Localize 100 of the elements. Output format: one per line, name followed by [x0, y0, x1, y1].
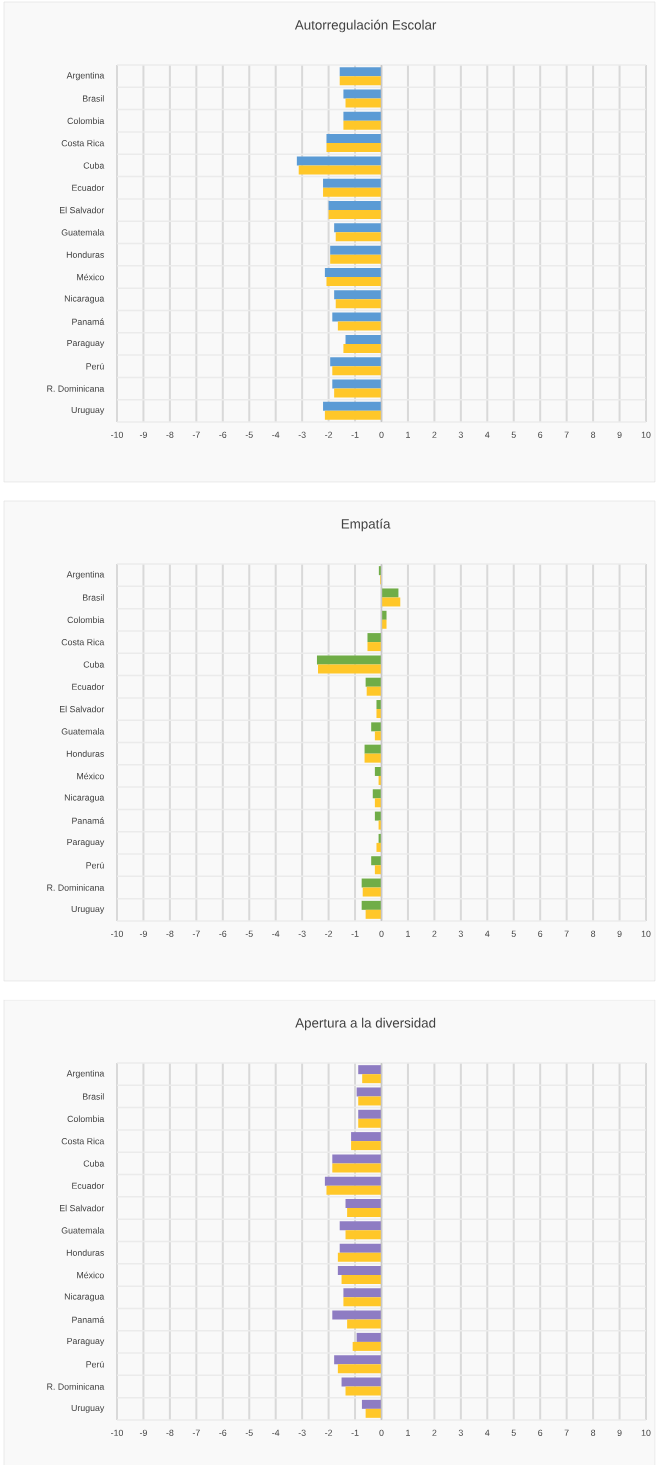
x-tick-label: -7 — [192, 431, 200, 438]
x-tick-label: -2 — [325, 930, 333, 937]
x-tick-label: -2 — [325, 1429, 333, 1436]
y-tick-label: El Salvador — [60, 1204, 105, 1212]
y-tick-label: Costa Rica — [61, 1137, 105, 1145]
x-tick-label: 0 — [379, 930, 384, 937]
y-tick-label: Brasil — [83, 1093, 104, 1100]
x-tick-label: -8 — [166, 1429, 174, 1436]
y-tick-label: Paraguay — [67, 1337, 105, 1346]
y-tick-label: Costa Rica — [61, 638, 105, 646]
y-tick-label: Paraguay — [67, 838, 105, 847]
x-tick-label: -8 — [166, 431, 174, 438]
y-tick-label: Cuba — [83, 162, 105, 169]
x-tick-label: 1 — [406, 431, 410, 438]
y-tick-label: Colombia — [67, 616, 105, 624]
x-tick-label: 6 — [538, 1429, 543, 1436]
y-tick-label: Argentina — [66, 72, 105, 81]
y-tick-label: Honduras — [66, 750, 104, 757]
x-tick-label: 9 — [617, 1429, 622, 1436]
y-tick-label: Guatemala — [61, 728, 105, 735]
y-tick-label: Honduras — [66, 251, 104, 258]
x-tick-label: -3 — [298, 431, 306, 438]
x-tick-label: 5 — [511, 930, 516, 937]
y-tick-label: Panamá — [72, 817, 105, 824]
x-tick-label: -10 — [111, 930, 124, 937]
y-tick-label: Ecuador — [72, 184, 105, 191]
x-tick-label: -1 — [351, 1429, 359, 1436]
x-tick-label: -10 — [111, 1429, 124, 1436]
y-tick-label: Honduras — [66, 1249, 104, 1256]
y-tick-label: México — [77, 772, 104, 780]
x-tick-label: -3 — [298, 930, 306, 937]
x-tick-label: -10 — [111, 431, 124, 438]
x-tick-label: 6 — [538, 930, 543, 937]
chart-title: Empatía — [341, 518, 391, 532]
x-tick-label: 2 — [432, 431, 437, 438]
x-tick-label: -5 — [245, 930, 253, 937]
y-tick-label: Uruguay — [71, 406, 105, 415]
x-tick-label: 2 — [432, 1429, 437, 1436]
x-tick-label: 8 — [591, 1429, 596, 1436]
x-tick-label: 5 — [511, 431, 516, 438]
x-tick-label: 1 — [406, 1429, 410, 1436]
x-tick-label: 10 — [641, 930, 651, 937]
x-tick-label: 4 — [485, 1429, 490, 1436]
x-tick-label: 8 — [591, 431, 596, 438]
y-tick-label: Cuba — [83, 1160, 105, 1167]
x-tick-label: 4 — [485, 930, 490, 937]
chart-title: Autorregulación Escolar — [294, 19, 437, 33]
x-tick-label: -1 — [351, 930, 359, 937]
x-tick-label: -2 — [325, 431, 333, 438]
y-tick-label: Uruguay — [71, 1404, 105, 1413]
x-tick-label: -6 — [219, 431, 227, 438]
x-tick-label: 10 — [641, 431, 651, 438]
x-tick-label: 9 — [617, 431, 622, 438]
y-tick-label: El Salvador — [60, 206, 105, 214]
chart-title: Apertura a la diversidad — [295, 1017, 436, 1031]
y-tick-label: Brasil — [83, 95, 104, 102]
y-tick-label: México — [77, 273, 104, 281]
x-tick-label: -7 — [192, 930, 200, 937]
y-tick-label: Colombia — [67, 1115, 105, 1123]
x-tick-label: 6 — [538, 431, 543, 438]
y-tick-label: R. Dominicana — [47, 385, 105, 392]
y-tick-label: Perú — [86, 362, 104, 370]
y-tick-label: R. Dominicana — [47, 884, 105, 891]
x-tick-label: 9 — [617, 930, 622, 937]
x-tick-label: 7 — [564, 431, 569, 438]
y-tick-label: México — [77, 1271, 104, 1279]
y-tick-label: Nicaragua — [64, 794, 105, 803]
y-tick-label: Colombia — [67, 117, 105, 125]
y-tick-label: Perú — [86, 861, 104, 869]
x-tick-label: -4 — [272, 431, 280, 438]
x-tick-label: 7 — [564, 930, 569, 937]
x-tick-label: -8 — [166, 930, 174, 937]
y-tick-label: Costa Rica — [61, 139, 105, 147]
x-tick-label: -1 — [351, 431, 359, 438]
y-tick-label: Uruguay — [71, 905, 105, 914]
x-tick-label: -4 — [272, 1429, 280, 1436]
x-tick-label: -5 — [245, 431, 253, 438]
y-tick-label: Nicaragua — [64, 295, 105, 304]
x-tick-label: 7 — [564, 1429, 569, 1436]
y-tick-label: Cuba — [83, 661, 105, 668]
y-tick-label: Nicaragua — [64, 1293, 105, 1302]
y-tick-label: Panamá — [72, 318, 105, 325]
x-tick-label: -7 — [192, 1429, 200, 1436]
x-tick-label: -3 — [298, 1429, 306, 1436]
x-tick-label: -6 — [219, 930, 227, 937]
x-tick-label: 5 — [511, 1429, 516, 1436]
x-tick-label: 0 — [379, 431, 384, 438]
x-tick-label: -4 — [272, 930, 280, 937]
x-tick-label: -6 — [219, 1429, 227, 1436]
x-tick-label: 3 — [458, 930, 463, 937]
y-tick-label: Guatemala — [61, 229, 105, 236]
y-tick-label: R. Dominicana — [47, 1383, 105, 1390]
x-tick-label: 0 — [379, 1429, 384, 1436]
y-tick-label: Ecuador — [72, 1182, 105, 1189]
y-tick-label: Ecuador — [72, 683, 105, 690]
x-tick-label: -5 — [245, 1429, 253, 1436]
x-tick-label: 2 — [432, 930, 437, 937]
y-tick-label: Argentina — [66, 1070, 105, 1079]
x-tick-label: 3 — [458, 1429, 463, 1436]
x-tick-label: 8 — [591, 930, 596, 937]
